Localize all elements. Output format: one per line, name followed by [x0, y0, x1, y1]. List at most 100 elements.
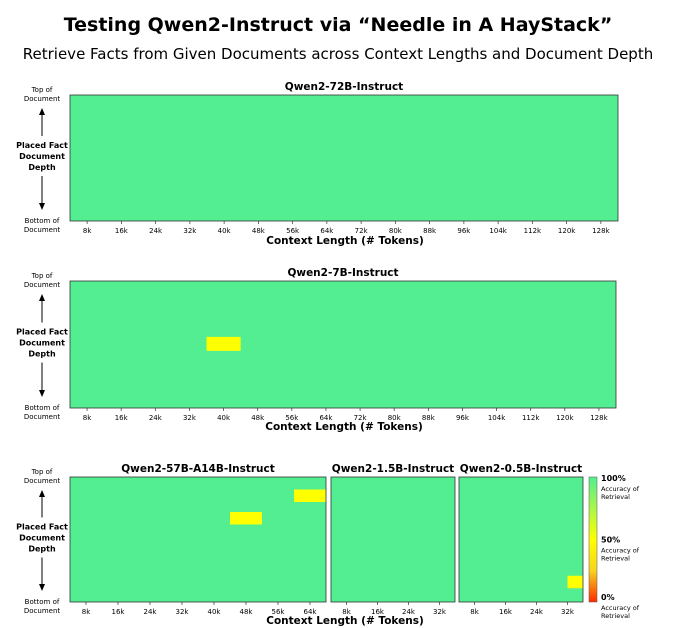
panel-border	[330, 476, 456, 603]
x-tick-label: 16k	[115, 227, 129, 235]
panel-border	[458, 476, 584, 603]
depth-top-label: Document	[24, 95, 61, 103]
heatmap-panel	[70, 477, 326, 602]
x-tick-label: 96k	[456, 414, 470, 422]
x-tick-label: 48k	[240, 608, 254, 616]
colorbar-label: Accuracy of	[601, 485, 640, 493]
heatmap-panel	[70, 95, 618, 221]
heatmap-cell	[206, 336, 241, 351]
x-tick-label: 32k	[176, 608, 190, 616]
panel-title: Qwen2-72B-Instruct	[285, 81, 403, 93]
heatmap-cell	[230, 512, 262, 525]
panel-title: Qwen2-7B-Instruct	[287, 267, 398, 279]
x-tick-label: 104k	[489, 227, 507, 235]
x-tick-label: 16k	[115, 414, 129, 422]
x-tick-label: 128k	[592, 227, 610, 235]
x-tick-label: 120k	[558, 227, 576, 235]
x-tick-label: 96k	[457, 227, 471, 235]
x-tick-label: 104k	[488, 414, 506, 422]
x-tick-label: 56k	[285, 414, 299, 422]
depth-axis-label: Placed Fact	[16, 523, 68, 532]
x-tick-label: 64k	[319, 414, 333, 422]
x-tick-label: 32k	[183, 227, 197, 235]
x-tick-label: 8k	[470, 608, 479, 616]
x-tick-label: 80k	[389, 227, 403, 235]
x-tick-label: 112k	[524, 227, 542, 235]
depth-bottom-label: Bottom of	[25, 404, 60, 412]
panel-border	[69, 94, 619, 222]
figure-subtitle: Retrieve Facts from Given Documents acro…	[22, 45, 654, 63]
x-tick-label: 24k	[149, 227, 163, 235]
colorbar-label: Retrieval	[601, 493, 630, 501]
x-axis-label: Context Length (# Tokens)	[266, 615, 424, 627]
x-tick-label: 24k	[149, 414, 163, 422]
depth-arrow-up-head	[39, 294, 45, 301]
depth-arrow-up-head	[39, 108, 45, 115]
x-tick-label: 32k	[433, 608, 447, 616]
colorbar-tick-label: 100%	[601, 474, 626, 483]
depth-bottom-label: Document	[24, 226, 61, 234]
colorbar	[588, 476, 598, 603]
depth-arrow-up-head	[39, 490, 45, 497]
x-tick-label: 32k	[561, 608, 575, 616]
x-tick-label: 48k	[251, 414, 265, 422]
heatmap-cell	[567, 575, 583, 589]
depth-axis-label: Document	[19, 152, 65, 161]
x-tick-label: 40k	[218, 227, 232, 235]
x-tick-label: 40k	[208, 608, 222, 616]
x-tick-label: 8k	[83, 227, 92, 235]
depth-axis-label: Depth	[28, 545, 56, 554]
depth-arrow-down-head	[39, 584, 45, 591]
depth-top-label: Top of	[31, 86, 53, 94]
depth-top-label: Document	[24, 477, 61, 485]
depth-axis-label: Document	[19, 339, 65, 348]
x-axis-label: Context Length (# Tokens)	[266, 235, 424, 247]
depth-axis-label: Document	[19, 534, 65, 543]
x-tick-label: 80k	[388, 414, 402, 422]
x-tick-label: 16k	[371, 608, 385, 616]
x-tick-label: 8k	[342, 608, 351, 616]
x-tick-label: 8k	[83, 414, 92, 422]
heatmap-panel	[331, 477, 455, 602]
colorbar-label: Accuracy of	[601, 604, 640, 612]
depth-bottom-label: Bottom of	[25, 217, 60, 225]
panel-border	[69, 476, 327, 603]
panel-title: Qwen2-57B-A14B-Instruct	[121, 463, 275, 475]
x-tick-label: 56k	[286, 227, 300, 235]
panel-title: Qwen2-1.5B-Instruct	[332, 463, 454, 475]
x-tick-label: 32k	[183, 414, 197, 422]
heatmap-panel	[459, 477, 583, 602]
figure-title: Testing Qwen2-Instruct via “Needle in A …	[63, 14, 613, 36]
x-tick-label: 64k	[320, 227, 334, 235]
heatmap-cell	[294, 489, 326, 502]
x-tick-label: 56k	[272, 608, 286, 616]
x-tick-label: 120k	[556, 414, 574, 422]
x-tick-label: 72k	[355, 227, 369, 235]
x-tick-label: 72k	[354, 414, 368, 422]
x-axis-label: Context Length (# Tokens)	[265, 421, 423, 433]
x-tick-label: 48k	[252, 227, 266, 235]
x-tick-label: 112k	[522, 414, 540, 422]
colorbar-label: Accuracy of	[601, 547, 640, 555]
x-tick-label: 128k	[590, 414, 608, 422]
depth-arrow-down-head	[39, 390, 45, 397]
depth-bottom-label: Document	[24, 413, 61, 421]
panel-title: Qwen2-0.5B-Instruct	[460, 463, 582, 475]
depth-axis-label: Placed Fact	[16, 328, 68, 337]
x-tick-label: 40k	[217, 414, 231, 422]
x-tick-label: 16k	[499, 608, 513, 616]
depth-bottom-label: Document	[24, 607, 61, 615]
x-tick-label: 24k	[144, 608, 158, 616]
depth-arrow-down-head	[39, 203, 45, 210]
depth-axis-label: Placed Fact	[16, 141, 68, 150]
depth-top-label: Top of	[31, 468, 53, 476]
x-tick-label: 24k	[530, 608, 544, 616]
x-tick-label: 64k	[304, 608, 318, 616]
depth-top-label: Document	[24, 281, 61, 289]
x-tick-label: 88k	[422, 414, 436, 422]
colorbar-tick-label: 50%	[601, 536, 620, 545]
heatmap-panel	[70, 281, 616, 408]
panel-border	[69, 280, 617, 409]
x-tick-label: 24k	[402, 608, 416, 616]
